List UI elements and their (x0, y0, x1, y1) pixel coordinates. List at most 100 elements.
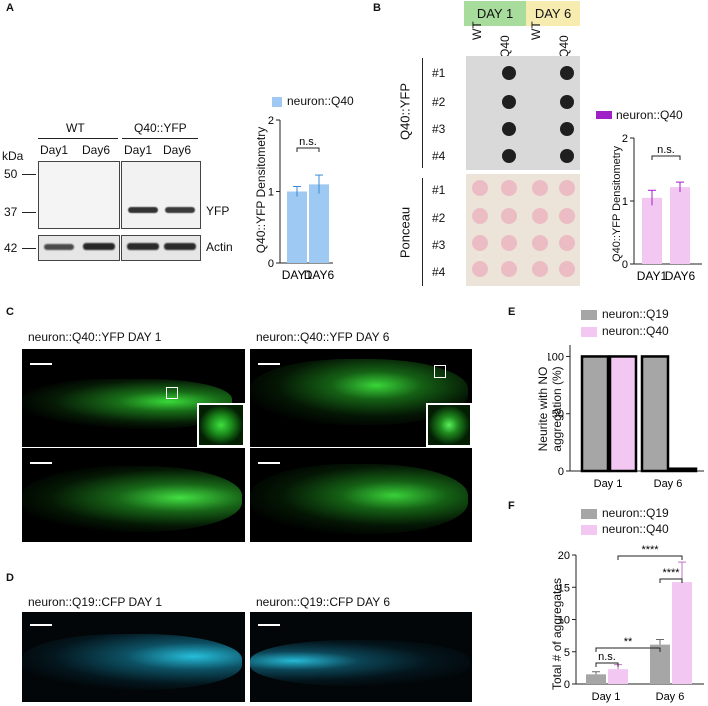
worm-signal (22, 466, 242, 532)
inset (197, 403, 245, 447)
x-tick-label: Day 6 (656, 691, 685, 703)
lane-label: Day6 (82, 143, 111, 157)
panel-letter-a: A (6, 2, 14, 14)
x-tick-label: Day 1 (594, 478, 623, 490)
dot-blot-spot (560, 95, 574, 109)
bar (672, 582, 692, 684)
ponceau-spot (472, 208, 488, 224)
sig-q19-label: ** (624, 636, 633, 648)
header-day1: DAY 1 (464, 1, 526, 26)
ponceau-spot (501, 261, 517, 277)
group-label-wt: WT (66, 121, 85, 135)
x-tick-label: DAY6 (304, 268, 335, 282)
y-tick-label: 1 (268, 187, 274, 199)
y-tick-label: 2 (622, 133, 628, 145)
y-tick-label: 2 (268, 115, 274, 127)
caption-d-day1: neuron::Q19::CFP DAY 1 (28, 595, 163, 609)
sig-label: n.s. (299, 136, 317, 148)
x-tick-label: DAY6 (665, 269, 696, 283)
bar (642, 197, 662, 264)
dot-blot-spot (502, 149, 516, 163)
row-label: #4 (432, 265, 446, 279)
row-group-line (422, 178, 423, 286)
marker-50: 50 (4, 167, 18, 181)
blot-q40-actin (121, 235, 201, 261)
micrograph-c-day1-bottom (22, 448, 245, 542)
ponceau-spot (472, 261, 488, 277)
ponceau-spot (532, 180, 548, 196)
row-label: #1 (432, 183, 446, 197)
yfp-band (165, 207, 195, 213)
group-line (122, 138, 198, 139)
row-label: #4 (432, 149, 446, 163)
micrograph-c-day6-bottom (250, 448, 472, 542)
roi-box (434, 365, 446, 378)
legend-label-q40: neuron::Q40 (602, 522, 669, 536)
x-tick-label: DAY1 (637, 269, 668, 283)
marker-37: 37 (4, 205, 18, 219)
legend-label: neuron::Q40 (616, 108, 683, 122)
roi-box (166, 387, 178, 399)
panel-letter-e: E (508, 306, 516, 318)
chart-e: 0 50 100 Day 1 Day 6 (548, 345, 704, 490)
sig-q19-bracket (595, 647, 661, 652)
dot-blot-spot (502, 66, 516, 80)
actin-band (44, 244, 74, 250)
row-label: #2 (432, 211, 446, 225)
worm-signal (250, 640, 470, 686)
band-label-yfp: YFP (206, 204, 230, 218)
worm-signal (250, 464, 468, 534)
bar (650, 644, 670, 684)
row-group-ponceau: Ponceau (397, 206, 413, 259)
bar (309, 184, 329, 263)
legend-swatch-q19 (581, 509, 597, 519)
marker-42: 42 (4, 241, 18, 255)
ponceau-spot (501, 208, 517, 224)
bar (287, 191, 307, 263)
ponceau-spot (472, 235, 488, 251)
caption-c-day6: neuron::Q40::YFP DAY 6 (256, 330, 390, 344)
micrograph-c-day1-top (22, 349, 245, 447)
blot-wt-actin (38, 235, 120, 261)
actin-band (127, 243, 159, 250)
panel-letter-d: D (6, 572, 14, 584)
scale-bar (30, 462, 52, 464)
sig-day6-label: **** (662, 567, 680, 579)
row-group-line (422, 58, 423, 168)
lane-label: Day1 (40, 143, 69, 157)
lane-label: Day1 (124, 143, 153, 157)
ponceau-spot (559, 208, 575, 224)
legend-label-q19: neuron::Q19 (602, 307, 669, 321)
ponceau-spot (559, 180, 575, 196)
caption-d-day6: neuron::Q19::CFP DAY 6 (256, 595, 391, 609)
x-tick-label: Day 6 (654, 478, 683, 490)
dot-blot-spot (560, 122, 574, 136)
actin-band (164, 243, 196, 250)
legend-label-q40: neuron::Q40 (602, 324, 669, 338)
lane-label: Q40 (498, 35, 512, 58)
row-label: #1 (432, 66, 446, 80)
scale-bar (258, 624, 280, 626)
group-line (38, 138, 118, 139)
sig-label: n.s. (657, 144, 675, 156)
actin-band (83, 243, 115, 250)
ponceau-spot (532, 235, 548, 251)
y-tick-label: 1 (622, 196, 628, 208)
panel-letter-c: C (6, 306, 14, 318)
bar (668, 467, 698, 473)
bar (640, 355, 670, 473)
row-label: #3 (432, 238, 446, 252)
ponceau-spot (559, 261, 575, 277)
legend-swatch (272, 97, 282, 107)
dot-blot-spot (502, 122, 516, 136)
lane-label: WT (470, 21, 484, 40)
scale-bar (30, 624, 52, 626)
legend-swatch (596, 111, 612, 119)
scale-bar (258, 363, 280, 365)
bar (586, 674, 606, 684)
sig-q40-bracket (617, 555, 683, 560)
blot-q40-yfp (121, 161, 201, 229)
sig-bracket (296, 147, 320, 152)
